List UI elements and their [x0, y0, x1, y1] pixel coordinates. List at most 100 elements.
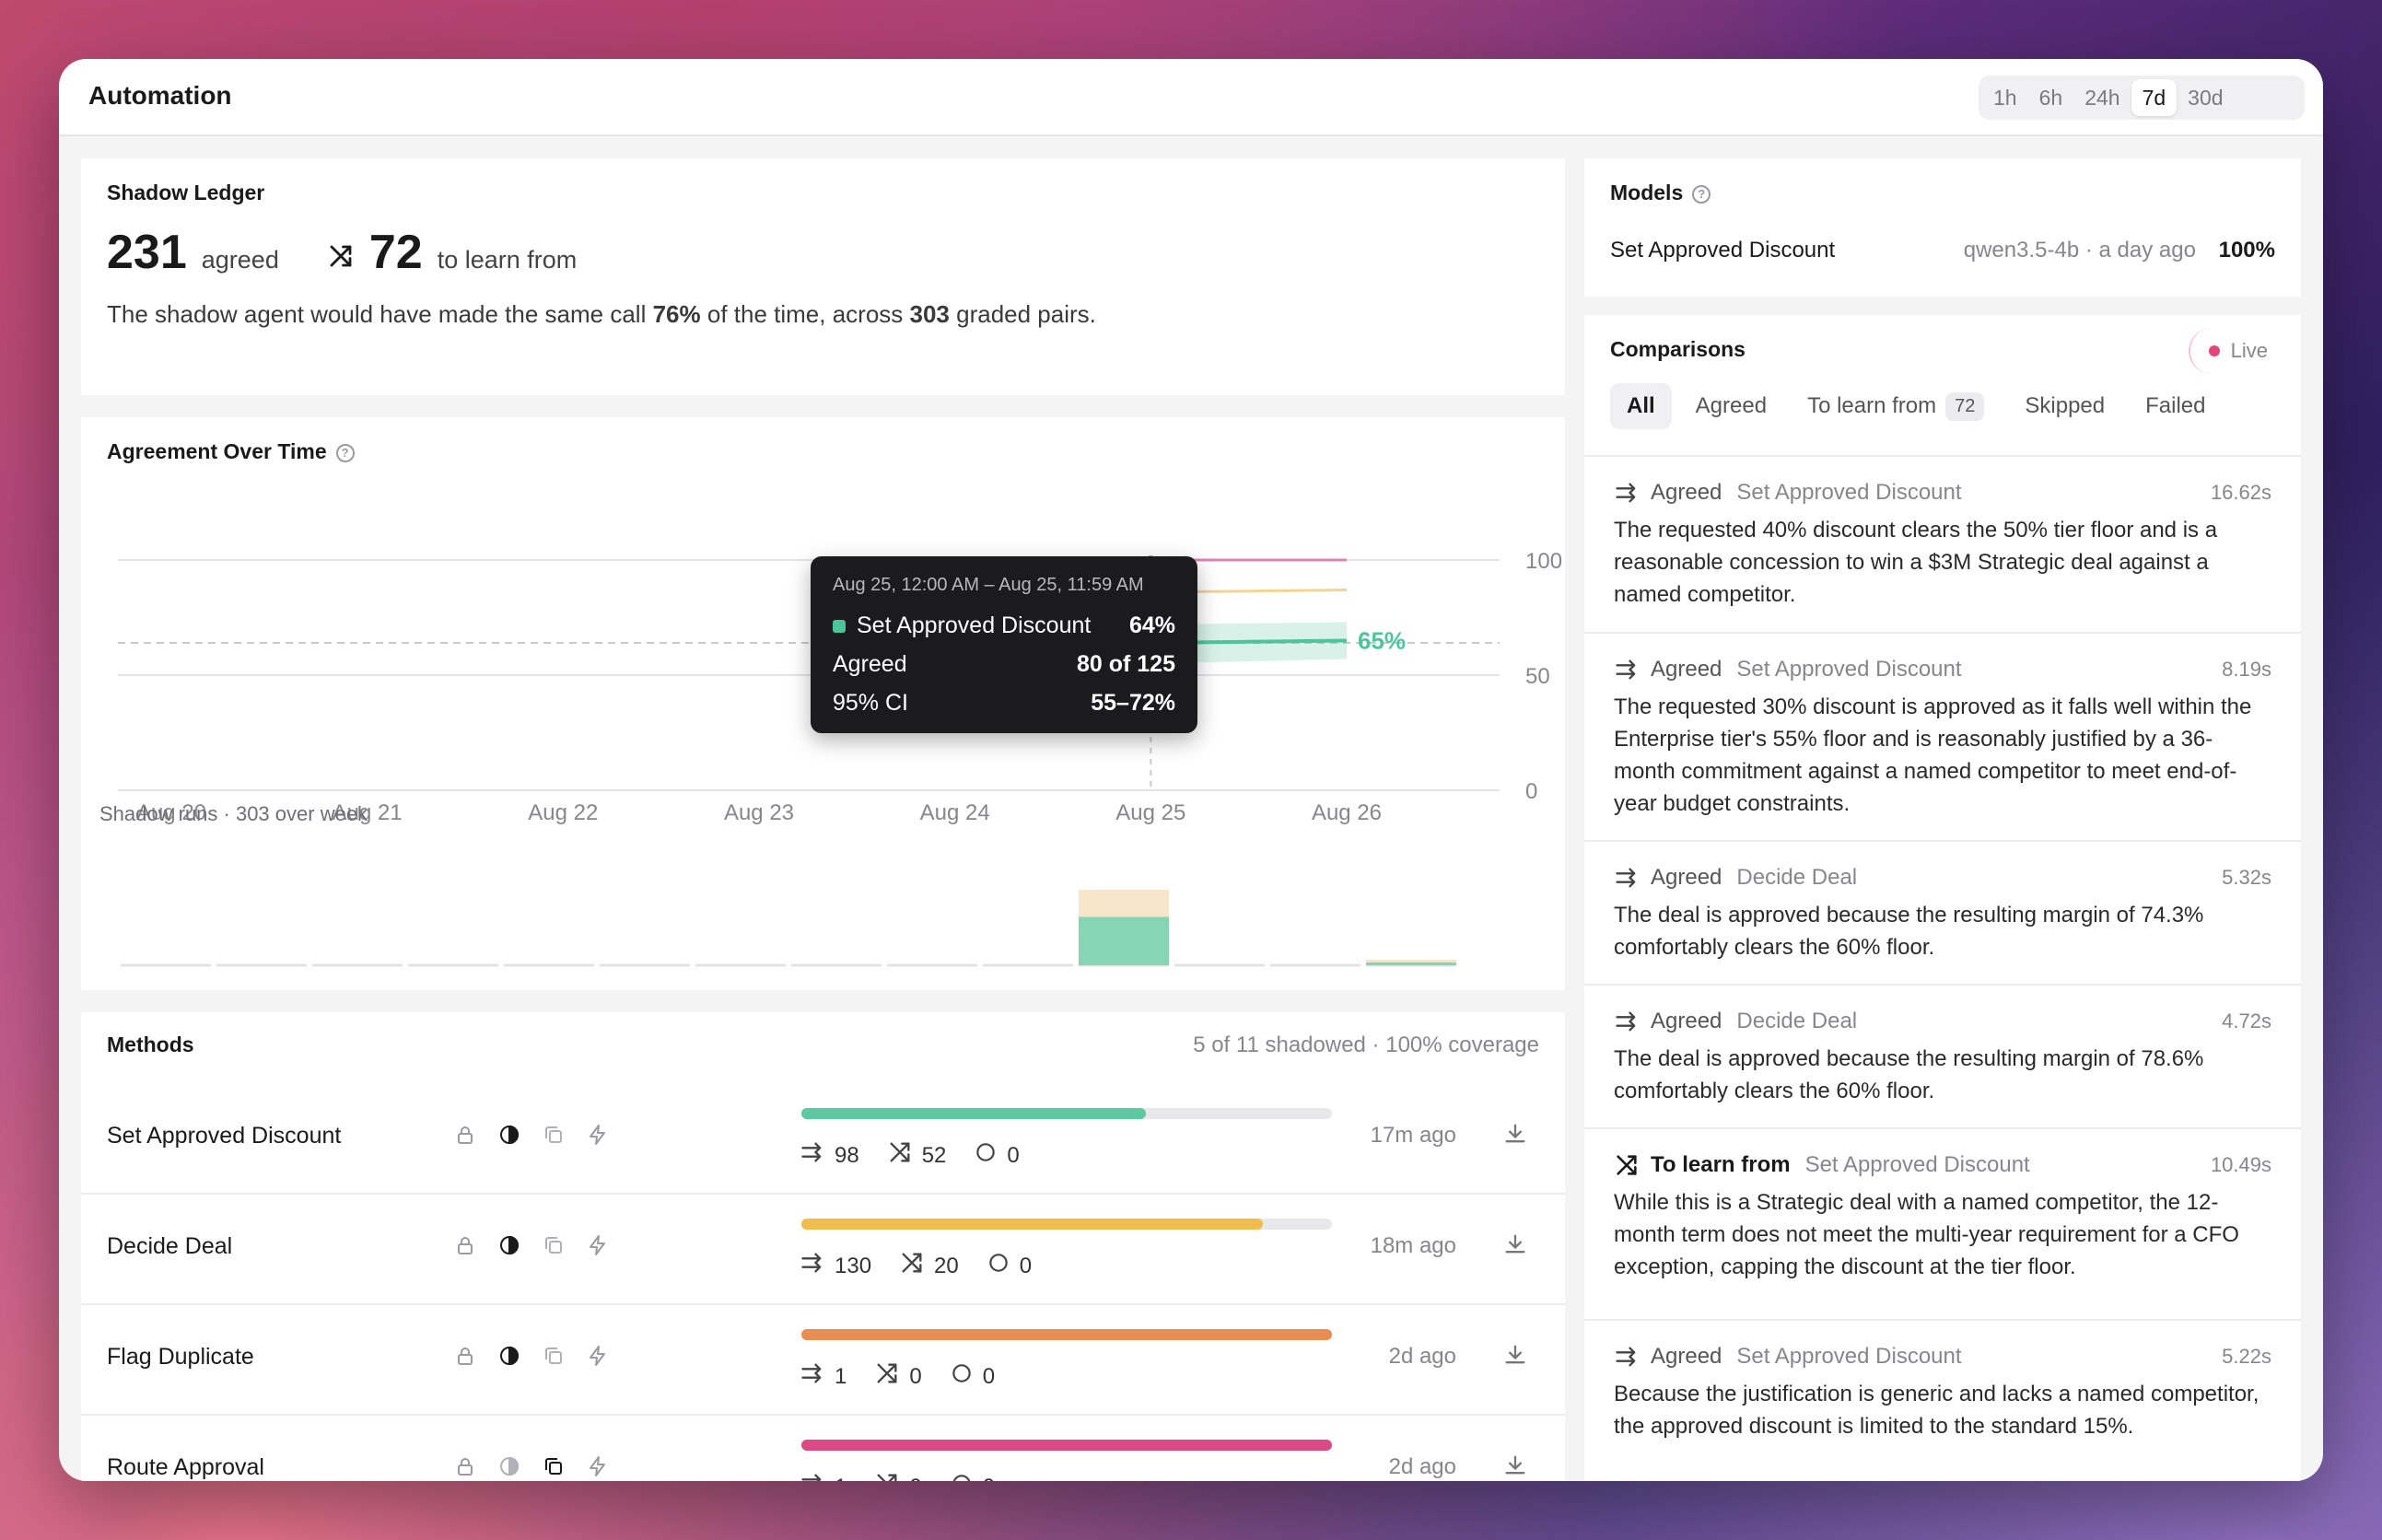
- range-24h[interactable]: 24h: [2084, 85, 2120, 110]
- contrast-icon[interactable]: [497, 1123, 521, 1147]
- copy-icon[interactable]: [542, 1454, 566, 1478]
- bolt-icon[interactable]: [586, 1123, 610, 1147]
- tab-all[interactable]: All: [1610, 383, 1672, 429]
- comparison-header: Agreed Decide Deal 4.72s: [1614, 1006, 2271, 1037]
- methods-coverage: 5 of 11 shadowed · 100% coverage: [1193, 1032, 1539, 1057]
- tab-to-learn-from[interactable]: To learn from 72: [1791, 383, 2001, 429]
- method-name: Decide Deal: [107, 1233, 233, 1259]
- runs-bar-agreed: [1366, 962, 1456, 965]
- download-icon[interactable]: [1502, 1231, 1528, 1262]
- live-indicator[interactable]: Live: [2188, 328, 2275, 374]
- comparison-item[interactable]: Agreed Decide Deal 4.72s The deal is app…: [1584, 984, 2301, 1127]
- range-30d[interactable]: 30d: [2188, 85, 2224, 110]
- learn-stat: 20: [899, 1250, 959, 1282]
- shadow-ledger-title: Shadow Ledger: [107, 181, 265, 204]
- agree-icon: [1614, 865, 1640, 891]
- agree-icon: [1614, 1009, 1640, 1034]
- method-row[interactable]: Decide Deal 130 20 0 18m ago: [81, 1195, 1565, 1305]
- circle-icon: [974, 1140, 998, 1171]
- download-icon[interactable]: [1502, 1452, 1528, 1481]
- range-7d[interactable]: 7d: [2131, 79, 2178, 116]
- x-tick-label: Aug 21: [333, 800, 403, 825]
- comparison-text: The requested 40% discount clears the 50…: [1614, 518, 2218, 607]
- comparison-header: Agreed Decide Deal 5.32s: [1614, 862, 2271, 893]
- bolt-icon[interactable]: [586, 1233, 610, 1257]
- agree-icon: [800, 1139, 825, 1172]
- skipped-stat: 0: [987, 1251, 1032, 1281]
- learn-stat: 0: [874, 1471, 922, 1481]
- circle-icon: [987, 1251, 1010, 1281]
- model-pct: 100%: [2218, 238, 2275, 262]
- comparison-text: Because the justification is generic and…: [1614, 1382, 2259, 1439]
- ledger-summary: The shadow agent would have made the sam…: [107, 300, 1096, 328]
- agreed-label: agreed: [201, 246, 279, 274]
- models-title: Models?: [1610, 181, 1711, 205]
- x-tick-label: Aug 24: [920, 800, 990, 825]
- comparison-method: Decide Deal: [1736, 865, 1858, 890]
- comparison-method: Set Approved Discount: [1804, 1152, 2030, 1177]
- contrast-icon[interactable]: [497, 1454, 521, 1478]
- contrast-icon[interactable]: [497, 1233, 521, 1257]
- method-stats: 1 0 0: [800, 1471, 995, 1481]
- y-tick-label: 100: [1525, 549, 1562, 574]
- comparison-item[interactable]: Agreed Set Approved Discount 8.19s The r…: [1584, 632, 2301, 840]
- method-stats: 98 52 0: [800, 1139, 1020, 1172]
- lock-icon[interactable]: [453, 1123, 477, 1147]
- agree-icon: [1614, 657, 1640, 682]
- live-dot: [2208, 345, 2220, 356]
- top-bar: Automation 1h 6h 24h 7d 30d: [59, 59, 2323, 136]
- comparison-verdict: Agreed: [1651, 1344, 1722, 1369]
- comparison-method: Set Approved Discount: [1736, 1344, 1962, 1369]
- learn-stat: 0: [874, 1360, 922, 1393]
- x-tick-label: Aug 25: [1115, 800, 1185, 825]
- method-progress-fill: [801, 1329, 1332, 1340]
- lock-icon[interactable]: [453, 1344, 477, 1368]
- learn-label: to learn from: [437, 246, 578, 274]
- comparison-duration: 8.19s: [2222, 658, 2271, 681]
- copy-icon[interactable]: [542, 1233, 566, 1257]
- comparison-duration: 5.32s: [2222, 866, 2271, 889]
- tab-skipped[interactable]: Skipped: [2025, 393, 2106, 418]
- method-row[interactable]: Set Approved Discount 98 52 0 17m ago: [81, 1084, 1565, 1195]
- copy-icon[interactable]: [542, 1123, 566, 1147]
- skipped-stat: 0: [974, 1140, 1020, 1171]
- tab-badge: 72: [1945, 391, 1985, 421]
- shuffle-icon: [887, 1139, 913, 1172]
- comparison-item[interactable]: Agreed Set Approved Discount 5.22s Becau…: [1584, 1319, 2301, 1481]
- agreed-stat: 1: [800, 1360, 847, 1393]
- bolt-icon[interactable]: [586, 1344, 610, 1368]
- lock-icon[interactable]: [453, 1454, 477, 1478]
- comparison-tabs: All Agreed To learn from 72 Skipped Faile…: [1610, 383, 2222, 429]
- method-row[interactable]: Route Approval 1 0 0 2d ago: [81, 1416, 1565, 1481]
- method-row[interactable]: Flag Duplicate 1 0 0 2d ago: [81, 1305, 1565, 1416]
- tab-agreed[interactable]: Agreed: [1695, 393, 1768, 418]
- method-stats: 130 20 0: [800, 1250, 1032, 1282]
- methods-card: Methods 5 of 11 shadowed · 100% coverage…: [81, 1012, 1565, 1481]
- download-icon[interactable]: [1502, 1342, 1528, 1372]
- comparison-item[interactable]: Agreed Decide Deal 5.32s The deal is app…: [1584, 840, 2301, 984]
- agree-icon: [1614, 480, 1640, 506]
- ledger-counts: 231 agreed 72 to learn from: [107, 225, 577, 280]
- shuffle-icon: [327, 242, 355, 270]
- y-tick-label: 0: [1525, 779, 1537, 804]
- copy-icon[interactable]: [542, 1344, 566, 1368]
- range-1h[interactable]: 1h: [1993, 85, 2017, 110]
- comparison-text: The deal is approved because the resulti…: [1614, 903, 2204, 960]
- lock-icon[interactable]: [453, 1233, 477, 1257]
- skipped-stat: 0: [950, 1472, 995, 1481]
- tooltip-ci-row: 95% CI 55–72%: [833, 689, 1175, 716]
- tab-failed[interactable]: Failed: [2145, 393, 2206, 418]
- help-icon[interactable]: ?: [1692, 184, 1711, 204]
- agreement-title: Agreement Over Time?: [107, 439, 355, 464]
- help-icon[interactable]: ?: [335, 443, 355, 462]
- range-6h[interactable]: 6h: [2038, 85, 2063, 110]
- comparison-item[interactable]: Agreed Set Approved Discount 16.62s The …: [1584, 455, 2301, 632]
- comparison-verdict: Agreed: [1651, 480, 1722, 505]
- method-name: Set Approved Discount: [107, 1123, 342, 1149]
- bolt-icon[interactable]: [586, 1454, 610, 1478]
- contrast-icon[interactable]: [497, 1344, 521, 1368]
- comparison-item[interactable]: To learn from Set Approved Discount 10.4…: [1584, 1127, 2301, 1319]
- download-icon[interactable]: [1502, 1121, 1528, 1151]
- agreed-stat: 1: [800, 1471, 847, 1481]
- model-row[interactable]: Set Approved Discount qwen3.5-4b · a day…: [1610, 238, 2275, 263]
